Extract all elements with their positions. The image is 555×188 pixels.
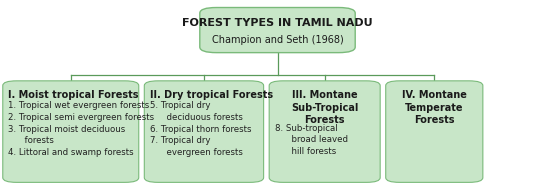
Text: 8. Sub-tropical: 8. Sub-tropical xyxy=(275,124,337,133)
Text: Champion and Seth (1968): Champion and Seth (1968) xyxy=(211,35,344,45)
Text: deciduous forests: deciduous forests xyxy=(150,113,243,122)
Text: II. Dry tropical Forests: II. Dry tropical Forests xyxy=(150,90,273,100)
Text: 6. Tropical thorn forests: 6. Tropical thorn forests xyxy=(150,125,251,134)
FancyBboxPatch shape xyxy=(3,81,139,182)
Text: 2. Tropical semi evergreen forests: 2. Tropical semi evergreen forests xyxy=(8,113,154,122)
Text: 5. Tropical dry: 5. Tropical dry xyxy=(150,101,210,110)
Text: 3. Tropical moist deciduous: 3. Tropical moist deciduous xyxy=(8,125,125,134)
FancyBboxPatch shape xyxy=(144,81,264,182)
Text: broad leaved: broad leaved xyxy=(275,135,348,144)
Text: 4. Littoral and swamp forests: 4. Littoral and swamp forests xyxy=(8,148,134,157)
Text: IV. Montane
Temperate
Forests: IV. Montane Temperate Forests xyxy=(402,90,467,125)
FancyBboxPatch shape xyxy=(386,81,483,182)
FancyBboxPatch shape xyxy=(200,8,355,53)
Text: III. Montane
Sub-Tropical
Forests: III. Montane Sub-Tropical Forests xyxy=(291,90,359,125)
Text: I. Moist tropical Forests: I. Moist tropical Forests xyxy=(8,90,139,100)
FancyBboxPatch shape xyxy=(269,81,380,182)
Text: hill forests: hill forests xyxy=(275,147,336,156)
Text: 1. Tropical wet evergreen forests: 1. Tropical wet evergreen forests xyxy=(8,101,150,110)
Text: forests: forests xyxy=(8,136,54,145)
Text: 7. Tropical dry: 7. Tropical dry xyxy=(150,136,210,145)
Text: FOREST TYPES IN TAMIL NADU: FOREST TYPES IN TAMIL NADU xyxy=(182,18,373,28)
Text: evergreen forests: evergreen forests xyxy=(150,148,243,157)
